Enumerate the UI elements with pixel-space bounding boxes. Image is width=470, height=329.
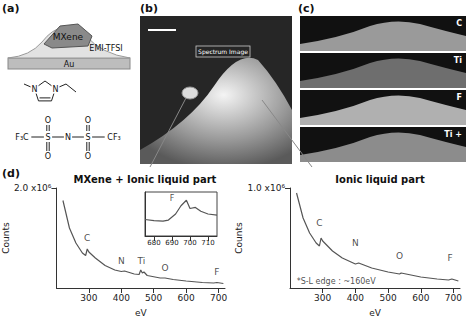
- svg-text:eV: eV: [135, 308, 148, 318]
- svg-text:300: 300: [80, 293, 97, 303]
- svg-text:eV: eV: [369, 308, 382, 318]
- svg-text:MXene: MXene: [53, 32, 84, 42]
- svg-text:Counts: Counts: [1, 222, 11, 254]
- svg-text:N: N: [118, 256, 125, 266]
- svg-text:N: N: [352, 238, 359, 248]
- svg-text:EMI-TFSI: EMI-TFSI: [89, 44, 122, 53]
- svg-text:F: F: [457, 93, 462, 102]
- svg-text:F₃C: F₃C: [15, 133, 29, 142]
- svg-text:O: O: [45, 152, 51, 161]
- svg-text:N: N: [32, 85, 38, 94]
- svg-text:400: 400: [347, 293, 364, 303]
- svg-text:N: N: [52, 85, 58, 94]
- svg-text:700: 700: [183, 239, 196, 247]
- svg-text:*S-L edge : ~160eV: *S-L edge : ~160eV: [297, 277, 377, 286]
- svg-text:Counts: Counts: [234, 222, 244, 254]
- svg-text:690: 690: [165, 239, 178, 247]
- svg-text:Au: Au: [64, 60, 75, 69]
- svg-text:400: 400: [113, 293, 130, 303]
- svg-text:(c): (c): [298, 2, 315, 15]
- svg-text:F: F: [170, 194, 175, 203]
- svg-text:Ti: Ti: [137, 256, 146, 266]
- svg-text:S: S: [85, 133, 90, 142]
- svg-text:N: N: [65, 133, 71, 142]
- svg-text:C: C: [456, 19, 462, 28]
- svg-text:C: C: [84, 233, 90, 243]
- svg-text:680: 680: [147, 239, 160, 247]
- svg-text:1.0 x10⁶: 1.0 x10⁶: [247, 183, 285, 193]
- svg-text:Ionic liquid part: Ionic liquid part: [335, 174, 425, 185]
- svg-text:500: 500: [379, 293, 396, 303]
- svg-text:710: 710: [201, 239, 214, 247]
- svg-text:500: 500: [145, 293, 162, 303]
- svg-text:O: O: [85, 116, 91, 125]
- svg-text:MXene + Ionic liquid part: MXene + Ionic liquid part: [74, 174, 217, 185]
- svg-text:700: 700: [210, 293, 227, 303]
- svg-text:(b): (b): [140, 2, 158, 15]
- svg-text:O: O: [161, 263, 168, 273]
- svg-text:S: S: [45, 133, 50, 142]
- svg-text:Spectrum Image: Spectrum Image: [198, 48, 248, 56]
- svg-text:O: O: [85, 152, 91, 161]
- svg-text:(a): (a): [2, 2, 19, 15]
- svg-text:Ti +: Ti +: [444, 130, 462, 139]
- svg-text:F: F: [448, 253, 453, 263]
- svg-text:O: O: [396, 251, 403, 261]
- svg-text:(d): (d): [2, 167, 20, 180]
- svg-text:2.0 x10⁶: 2.0 x10⁶: [14, 183, 52, 193]
- svg-text:C: C: [316, 218, 322, 228]
- svg-text:600: 600: [412, 293, 429, 303]
- svg-text:600: 600: [178, 293, 195, 303]
- svg-text:300: 300: [314, 293, 331, 303]
- svg-text:F: F: [214, 267, 219, 277]
- svg-text:700: 700: [445, 293, 462, 303]
- svg-text:O: O: [45, 116, 51, 125]
- svg-text:Ti: Ti: [454, 56, 462, 65]
- svg-text:CF₃: CF₃: [107, 133, 120, 142]
